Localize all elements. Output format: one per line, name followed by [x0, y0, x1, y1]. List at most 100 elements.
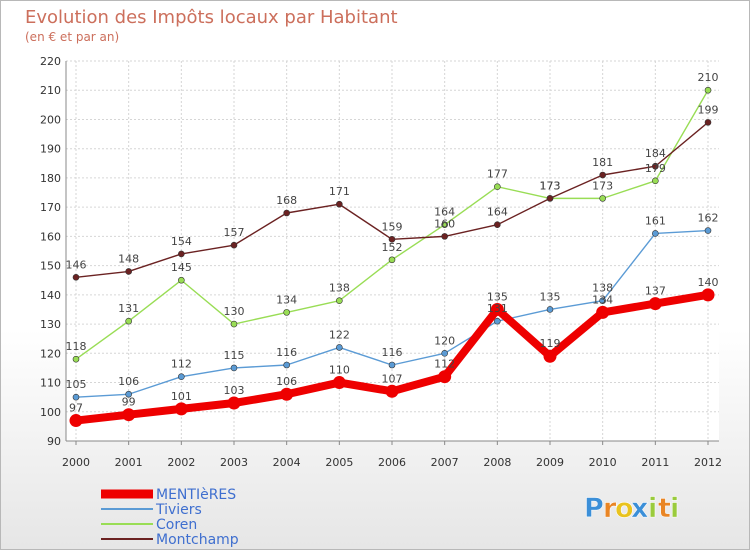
- data-point: [230, 320, 238, 328]
- data-point: [332, 376, 346, 390]
- data-point: [490, 302, 504, 316]
- data-point: [125, 390, 132, 398]
- y-tick-label: 120: [40, 347, 61, 360]
- data-point: [648, 297, 662, 311]
- data-point: [494, 183, 501, 190]
- data-point: [441, 233, 448, 240]
- data-point: [441, 221, 448, 228]
- data-label: 210: [698, 71, 719, 84]
- data-label: 103: [224, 384, 245, 397]
- data-point: [227, 396, 241, 410]
- data-point: [72, 274, 80, 281]
- data-point: [69, 414, 83, 428]
- data-label: 97: [69, 402, 83, 415]
- data-label: 161: [645, 214, 666, 227]
- y-tick-label: 110: [40, 377, 61, 390]
- logo-letter: t: [658, 493, 671, 524]
- data-label: 145: [171, 261, 192, 274]
- data-label: 135: [487, 290, 508, 303]
- data-label: 159: [382, 220, 403, 233]
- y-tick-label: 210: [40, 84, 61, 97]
- data-label: 152: [382, 241, 403, 254]
- x-tick-label: 2010: [589, 456, 617, 469]
- data-label: 118: [66, 340, 87, 353]
- data-point: [125, 317, 132, 325]
- data-label: 134: [276, 293, 297, 306]
- data-label: 101: [171, 390, 192, 403]
- x-tick-label: 2011: [641, 456, 669, 469]
- data-point: [652, 230, 659, 237]
- y-tick-label: 190: [40, 143, 61, 156]
- data-label: 177: [487, 168, 508, 181]
- data-label: 138: [592, 282, 613, 295]
- data-point: [280, 387, 294, 401]
- y-tick-label: 180: [40, 172, 61, 185]
- y-tick-label: 100: [40, 406, 61, 419]
- data-point: [283, 209, 290, 217]
- data-point: [178, 276, 185, 284]
- data-point: [652, 177, 659, 185]
- data-label: 122: [329, 328, 350, 341]
- x-tick-label: 2009: [536, 456, 564, 469]
- data-label: 137: [645, 285, 666, 298]
- data-point: [599, 195, 606, 202]
- logo-letter: o: [615, 493, 634, 524]
- data-label: 173: [592, 179, 613, 192]
- data-label: 179: [645, 162, 666, 175]
- data-label: 162: [698, 212, 719, 225]
- data-point: [596, 305, 610, 319]
- data-point: [543, 349, 557, 363]
- data-label: 173: [540, 179, 561, 192]
- data-point: [546, 195, 554, 202]
- data-point: [441, 350, 448, 357]
- chart-title: Evolution des Impôts locaux par Habitant: [25, 7, 398, 28]
- legend-label: MENTIèRES: [156, 487, 236, 503]
- y-tick-label: 140: [40, 289, 61, 302]
- data-label: 199: [698, 103, 719, 116]
- data-point: [283, 361, 290, 369]
- data-label: 106: [118, 375, 139, 388]
- data-point: [704, 86, 712, 94]
- x-tick-label: 2000: [62, 456, 90, 469]
- data-point: [125, 268, 132, 275]
- data-label: 168: [276, 194, 297, 207]
- data-label: 99: [122, 396, 136, 409]
- data-label: 112: [434, 358, 455, 371]
- x-tick-label: 2005: [325, 456, 353, 469]
- data-label: 140: [698, 276, 719, 289]
- data-point: [494, 221, 501, 228]
- data-label: 120: [434, 334, 455, 347]
- legend-label: Tiviers: [155, 502, 202, 518]
- data-point: [72, 393, 80, 401]
- data-point: [599, 297, 606, 304]
- data-point: [388, 236, 396, 243]
- logo-letter: r: [603, 493, 617, 524]
- x-tick-label: 2007: [431, 456, 459, 469]
- data-label: 130: [224, 305, 245, 318]
- data-point: [388, 256, 396, 264]
- logo-letter: x: [631, 493, 648, 524]
- data-label: 115: [224, 349, 245, 362]
- data-point: [701, 288, 715, 302]
- legend-label: Coren: [156, 517, 197, 533]
- data-label: 173: [540, 179, 561, 192]
- data-label: 110: [329, 364, 350, 377]
- logo-letter: i: [670, 493, 679, 524]
- data-label: 171: [329, 185, 350, 198]
- legend-label: Montchamp: [156, 532, 239, 548]
- data-label: 105: [66, 378, 87, 391]
- data-label: 131: [487, 302, 508, 315]
- y-tick-label: 200: [40, 113, 61, 126]
- data-point: [704, 119, 712, 126]
- x-tick-label: 2006: [378, 456, 406, 469]
- data-label: 146: [66, 258, 87, 271]
- data-label: 131: [118, 302, 139, 315]
- y-tick-label: 130: [40, 318, 61, 331]
- data-label: 107: [382, 372, 403, 385]
- y-tick-label: 150: [40, 260, 61, 273]
- data-point: [230, 241, 238, 249]
- data-label: 138: [329, 282, 350, 295]
- chart-subtitle: (en € et par an): [25, 30, 119, 44]
